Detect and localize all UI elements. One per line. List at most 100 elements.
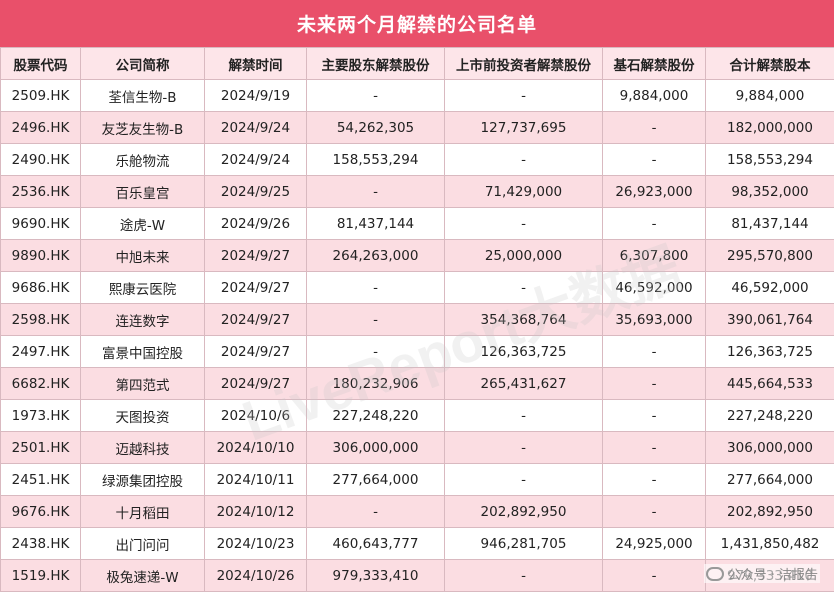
- cell-major: 277,664,000: [306, 463, 445, 496]
- cell-preipo: 126,363,725: [444, 335, 603, 368]
- cell-total: 46,592,000: [705, 271, 834, 304]
- cell-total: 445,664,533: [705, 367, 834, 400]
- badge-label: 公众号 · 洁报告: [727, 568, 818, 583]
- cell-total: 295,570,800: [705, 239, 834, 272]
- cell-date: 2024/10/26: [204, 559, 307, 592]
- cell-major: 180,232,906: [306, 367, 445, 400]
- cell-major: 54,262,305: [306, 111, 445, 144]
- cell-name: 迈越科技: [80, 431, 205, 464]
- cell-code: 2451.HK: [0, 463, 81, 496]
- table-row: 2536.HK 百乐皇宫 2024/9/25-71,429,000 26,923,00…: [0, 175, 834, 208]
- cell-major: 227,248,220: [306, 399, 445, 432]
- cell-total: 306,000,000: [705, 431, 834, 464]
- cell-name: 极兔速递-W: [80, 559, 205, 592]
- table-row: 2438.HK 出门问问 2024/10/23 460,643,777 946,281,…: [0, 527, 834, 560]
- cell-cornerstone: -: [602, 111, 706, 144]
- unlock-table: 股票代码 公司简称 解禁时间 主要股东解禁股份 上市前投资者解禁股份 基石解禁股…: [0, 47, 834, 592]
- cell-major: -: [306, 79, 445, 112]
- cell-major: 979,333,410: [306, 559, 445, 592]
- cell-preipo: 71,429,000: [444, 175, 603, 208]
- cell-total: 81,437,144: [705, 207, 834, 240]
- cell-name: 连连数字: [80, 303, 205, 336]
- wechat-icon: [705, 566, 724, 581]
- cell-preipo: -: [444, 79, 603, 112]
- cell-code: 9890.HK: [0, 239, 81, 272]
- table-row: 1973.HK 天图投资 2024/10/6 227,248,220- -227,248…: [0, 399, 834, 432]
- cell-date: 2024/10/10: [204, 431, 307, 464]
- table-row: 2451.HK 绿源集团控股 2024/10/11 277,664,000- -277,…: [0, 463, 834, 496]
- cell-name: 乐舱物流: [80, 143, 205, 176]
- cell-date: 2024/9/26: [204, 207, 307, 240]
- table-row: 2509.HK 荃信生物-B 2024/9/19- -9,884,000 9,884,0…: [0, 79, 834, 112]
- cell-cornerstone: 26,923,000: [602, 175, 706, 208]
- table-row: 2496.HK 友芝友生物-B 2024/9/24 54,262,305 127,737…: [0, 111, 834, 144]
- cell-preipo: 202,892,950: [444, 495, 603, 528]
- cell-total: 1,431,850,482: [705, 527, 834, 560]
- cell-name: 十月稻田: [80, 495, 205, 528]
- cell-major: 158,553,294: [306, 143, 445, 176]
- cell-major: -: [306, 271, 445, 304]
- cell-major: 460,643,777: [306, 527, 445, 560]
- cell-total: 390,061,764: [705, 303, 834, 336]
- table-row: 9690.HK 途虎-W 2024/9/26 81,437,144- -81,437,1…: [0, 207, 834, 240]
- cell-date: 2024/9/24: [204, 111, 307, 144]
- cell-major: 81,437,144: [306, 207, 445, 240]
- cell-total: 277,664,000: [705, 463, 834, 496]
- cell-name: 出门问问: [80, 527, 205, 560]
- table-row: 9890.HK 中旭未来 2024/9/27 264,263,000 25,000,00…: [0, 239, 834, 272]
- cell-cornerstone: -: [602, 367, 706, 400]
- cell-date: 2024/9/27: [204, 367, 307, 400]
- cell-preipo: -: [444, 399, 603, 432]
- cell-name: 荃信生物-B: [80, 79, 205, 112]
- cell-name: 富景中国控股: [80, 335, 205, 368]
- cell-preipo: 25,000,000: [444, 239, 603, 272]
- cell-total: 202,892,950: [705, 495, 834, 528]
- cell-cornerstone: -: [602, 559, 706, 592]
- col-header-preipo: 上市前投资者解禁股份: [444, 47, 603, 80]
- table-row: 9676.HK 十月稻田 2024/10/12-202,892,950-202,89…: [0, 495, 834, 528]
- cell-name: 百乐皇宫: [80, 175, 205, 208]
- cell-name: 熙康云医院: [80, 271, 205, 304]
- cell-date: 2024/9/27: [204, 335, 307, 368]
- cell-name: 友芝友生物-B: [80, 111, 205, 144]
- cell-preipo: 354,368,764: [444, 303, 603, 336]
- cell-major: 264,263,000: [306, 239, 445, 272]
- cell-code: 2497.HK: [0, 335, 81, 368]
- cell-cornerstone: 6,307,800: [602, 239, 706, 272]
- cell-cornerstone: -: [602, 431, 706, 464]
- cell-preipo: -: [444, 431, 603, 464]
- col-header-name: 公司简称: [80, 47, 205, 80]
- table-row: 9686.HK 熙康云医院 2024/9/27- -46,592,000 46,592,…: [0, 271, 834, 304]
- cell-date: 2024/9/27: [204, 271, 307, 304]
- cell-date: 2024/9/19: [204, 79, 307, 112]
- cell-preipo: -: [444, 143, 603, 176]
- cell-code: 2438.HK: [0, 527, 81, 560]
- cell-code: 2496.HK: [0, 111, 81, 144]
- cell-name: 绿源集团控股: [80, 463, 205, 496]
- cell-total: 182,000,000: [705, 111, 834, 144]
- cell-preipo: 127,737,695: [444, 111, 603, 144]
- table-header: 股票代码 公司简称 解禁时间 主要股东解禁股份 上市前投资者解禁股份 基石解禁股…: [0, 47, 834, 80]
- cell-total: 227,248,220: [705, 399, 834, 432]
- cell-cornerstone: -: [602, 463, 706, 496]
- cell-cornerstone: 9,884,000: [602, 79, 706, 112]
- cell-cornerstone: -: [602, 495, 706, 528]
- cell-date: 2024/9/27: [204, 239, 307, 272]
- cell-date: 2024/9/25: [204, 175, 307, 208]
- cell-major: 306,000,000: [306, 431, 445, 464]
- account-badge: 公众号 · 洁报告: [703, 564, 820, 583]
- cell-name: 途虎-W: [80, 207, 205, 240]
- cell-date: 2024/10/23: [204, 527, 307, 560]
- cell-total: 98,352,000: [705, 175, 834, 208]
- col-header-date: 解禁时间: [204, 47, 307, 80]
- cell-name: 第四范式: [80, 367, 205, 400]
- table-row: 2497.HK 富景中国控股 2024/9/27-126,363,725-126,3…: [0, 335, 834, 368]
- cell-code: 1973.HK: [0, 399, 81, 432]
- cell-cornerstone: -: [602, 399, 706, 432]
- cell-name: 中旭未来: [80, 239, 205, 272]
- table-row: 2501.HK 迈越科技 2024/10/10 306,000,000- -306,00…: [0, 431, 834, 464]
- cell-total: 126,363,725: [705, 335, 834, 368]
- cell-cornerstone: -: [602, 335, 706, 368]
- cell-cornerstone: 46,592,000: [602, 271, 706, 304]
- cell-code: 2509.HK: [0, 79, 81, 112]
